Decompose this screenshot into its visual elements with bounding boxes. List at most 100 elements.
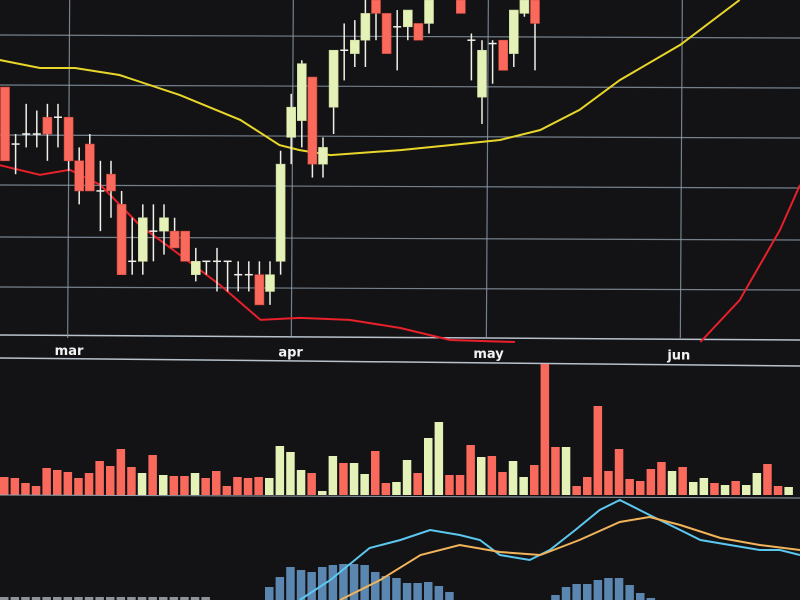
candle-body [0,86,10,162]
candle [106,160,116,218]
volume-bar [116,449,126,495]
candle-body [265,274,275,292]
macd-histogram-bar [583,584,592,600]
candle [371,0,381,41]
tick-label-mar: mar [55,344,84,359]
candle [128,217,137,275]
volume-bar [625,479,634,495]
volume-bar [583,477,592,495]
volume-bar [127,467,136,495]
volume-bar [773,486,783,495]
volume-bar [148,455,157,495]
macd-histogram-bar [604,578,613,600]
candle [519,0,530,17]
volume-bar [10,478,20,495]
candle [74,147,84,205]
macd-histogram-bar [593,580,603,600]
volume-bar [455,475,465,495]
candle [488,40,497,84]
volume-bar [657,462,666,495]
candle [11,134,20,175]
candle [402,9,413,41]
candle [191,247,201,282]
volume-bar [434,422,444,495]
macd-histogram-bar [265,587,274,600]
candle-body [275,163,286,262]
grid-line-horizontal [0,134,800,139]
volume-bar [169,476,179,495]
volume-bar [551,447,560,495]
macd-histogram-bar [74,597,83,600]
macd-histogram-bar [307,572,316,600]
volume-bar [530,465,539,495]
volume-bar [31,486,41,495]
grid-line-vertical [485,0,489,339]
volume-bar [318,491,327,495]
candle-body [169,230,180,249]
volume-bar [402,460,412,495]
candle-body [381,13,392,54]
macd-histogram-bar [201,597,210,600]
volume-bar [243,478,253,495]
candle [360,0,371,67]
volume-bar [731,481,740,495]
macd-histogram-bar [116,597,126,600]
volume-bar [508,461,518,495]
macd-histogram-bar [275,577,285,600]
candle-body [530,0,540,24]
macd-histogram-bar [84,597,94,600]
macd-lines [299,498,800,600]
volume-bar [349,463,359,495]
macd-histogram-bar [106,597,115,600]
grid-line-vertical [290,0,294,339]
volume-bar [106,466,115,495]
candle-body [424,0,434,24]
macd-histogram-bar [551,595,560,600]
volume-bar [678,467,687,495]
tick-label-jun: jun [666,349,690,364]
volume-bar [636,481,645,495]
volume-bar [307,473,316,495]
candle-body [180,230,190,262]
candle-body [328,49,339,108]
axis-line-top [0,334,800,341]
candle [265,261,275,305]
grid-line-horizontal [0,236,800,241]
macd-histogram-bar [31,597,41,600]
candle [286,93,297,165]
candle [234,261,243,292]
volume-bar [137,473,147,495]
macd-histogram-bar [339,564,348,600]
volume-bar [424,438,433,495]
macd-histogram-bar [381,576,391,600]
candle [328,49,339,134]
volume-bar [212,471,221,495]
macd-histogram-bar [434,586,444,600]
tick-label-may: may [473,347,504,362]
volume-bar [339,463,348,495]
macd-histogram-bar [127,597,136,600]
candle [477,40,487,124]
candle [393,10,402,71]
macd-histogram-bar [286,567,295,600]
volume-bar [593,406,603,495]
candle [349,20,360,67]
macd-histogram-bar [625,585,634,600]
candle [85,134,95,192]
grid [0,0,800,367]
volume-bar [445,475,454,495]
volume-bar [604,471,613,495]
candle [296,60,307,148]
candle [116,190,127,276]
macd-histogram-bar [0,597,9,600]
candle [340,23,349,81]
macd-histogram-bar [402,583,412,600]
macd-histogram-bar [63,597,73,600]
candle [424,0,434,34]
volume-bar [233,477,242,495]
grid-line-horizontal [0,184,800,189]
candle [96,160,105,232]
time-axis: mar apr may jun [55,344,691,364]
volume-bar [742,485,751,495]
